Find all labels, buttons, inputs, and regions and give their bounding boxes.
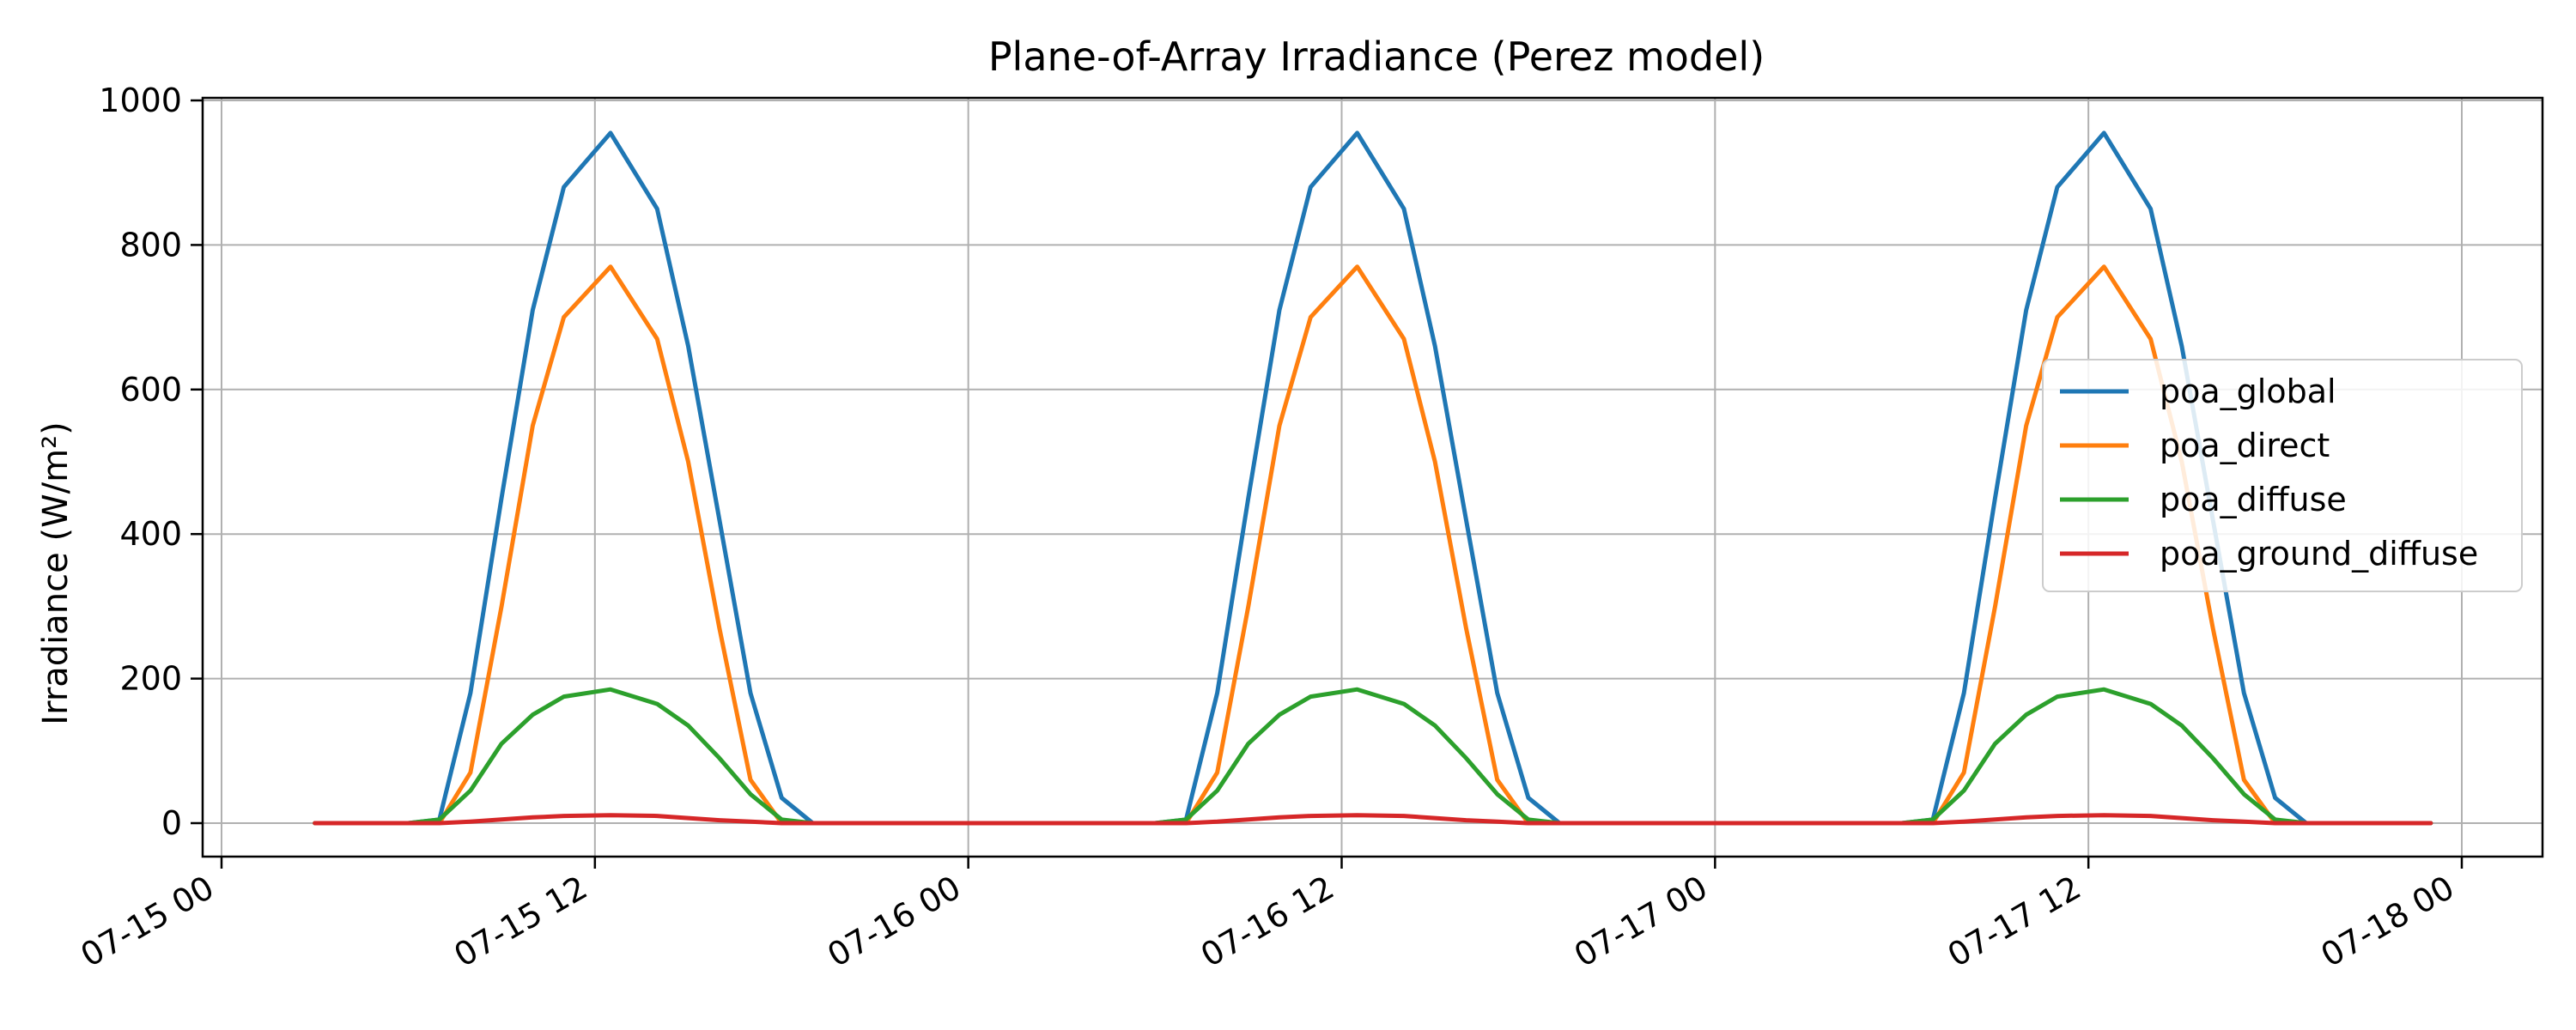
y-tick-label: 200 <box>119 660 182 698</box>
y-tick-label: 0 <box>161 804 182 842</box>
series-line-poa-ground-diffuse <box>313 813 2433 826</box>
y-tick-label: 1000 <box>99 82 182 119</box>
chart-title: Plane-of-Array Irradiance (Perez model) <box>988 33 1765 80</box>
series-line-poa-direct <box>313 264 2433 826</box>
y-tick-label: 800 <box>119 226 182 264</box>
y-tick-label: 600 <box>119 371 182 409</box>
legend-box <box>2042 359 2523 592</box>
series-line-poa-global <box>313 130 2433 826</box>
series-line-poa-diffuse <box>313 687 2433 826</box>
y-axis-label: Irradiance (W/m²) <box>36 421 76 724</box>
legend-label: poa_direct <box>2160 427 2330 464</box>
legend-label: poa_global <box>2160 373 2336 410</box>
y-tick-label: 400 <box>119 515 182 553</box>
plot-frame <box>201 96 2544 858</box>
legend-label: poa_diffuse <box>2160 481 2347 518</box>
legend-label: poa_ground_diffuse <box>2160 535 2478 573</box>
